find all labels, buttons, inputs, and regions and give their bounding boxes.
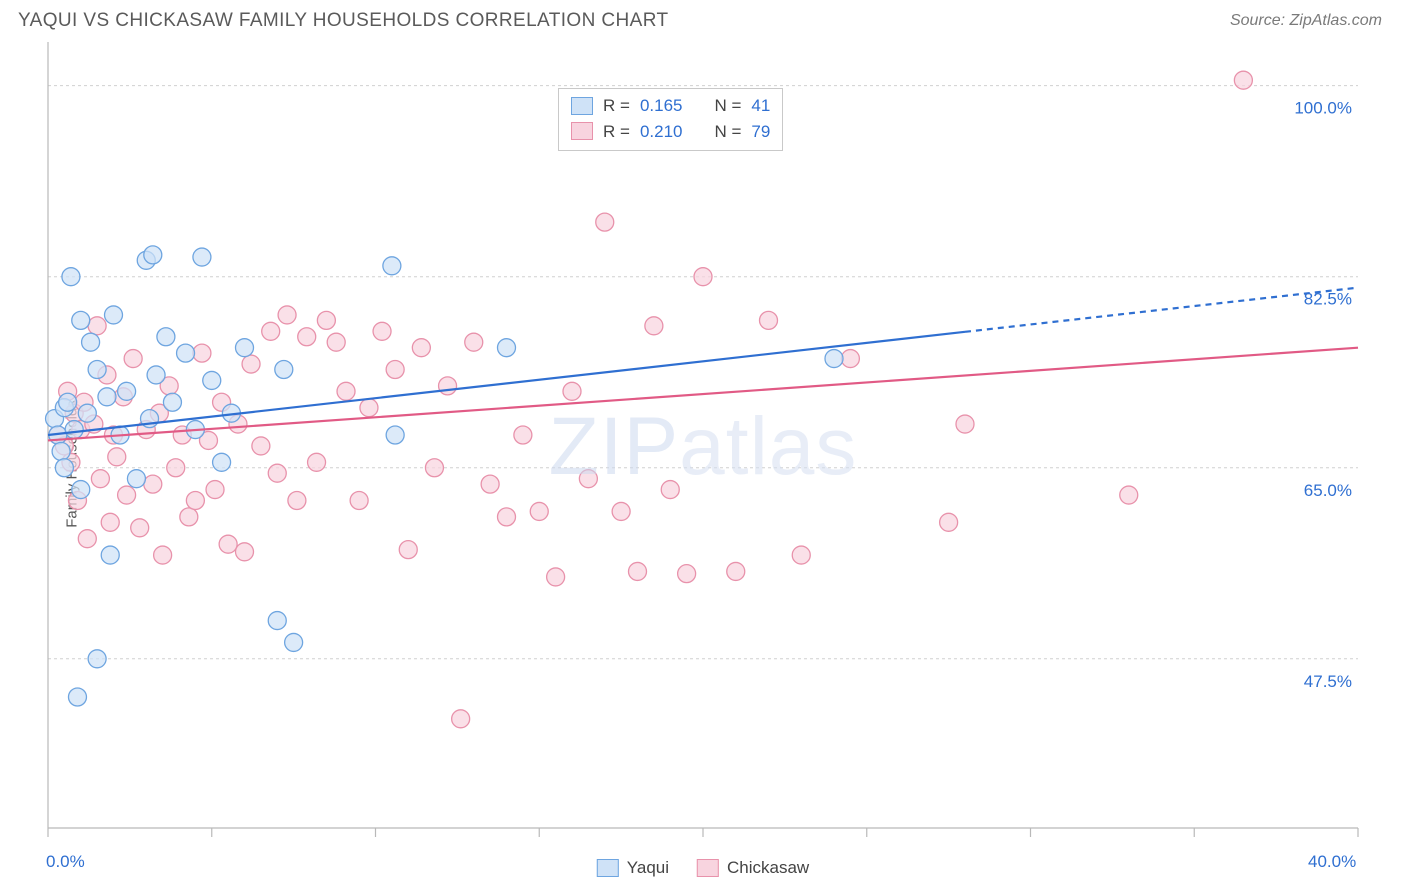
chart-title: YAQUI VS CHICKASAW FAMILY HOUSEHOLDS COR… — [18, 10, 668, 32]
stats-r-value: 0.210 — [640, 119, 683, 145]
svg-text:82.5%: 82.5% — [1304, 290, 1352, 309]
chart-area: Family Households 47.5%65.0%82.5%100.0% … — [0, 38, 1406, 890]
stats-n-value: 79 — [751, 119, 770, 145]
stats-n-label: N = — [714, 93, 741, 119]
legend-label: Yaqui — [627, 858, 669, 878]
legend-swatch — [597, 859, 619, 877]
stats-n-label: N = — [714, 119, 741, 145]
series-legend: Yaqui Chickasaw — [597, 858, 809, 878]
legend-swatch — [571, 97, 593, 115]
svg-text:100.0%: 100.0% — [1294, 99, 1352, 118]
chart-header: YAQUI VS CHICKASAW FAMILY HOUSEHOLDS COR… — [0, 0, 1406, 38]
svg-text:65.0%: 65.0% — [1304, 481, 1352, 500]
svg-text:47.5%: 47.5% — [1304, 672, 1352, 691]
legend-item: Chickasaw — [697, 858, 809, 878]
stats-r-value: 0.165 — [640, 93, 683, 119]
x-axis-max-label: 40.0% — [1308, 852, 1356, 872]
legend-label: Chickasaw — [727, 858, 809, 878]
stats-row: R = 0.165 N = 41 — [571, 93, 770, 119]
stats-n-value: 41 — [751, 93, 770, 119]
stats-row: R = 0.210 N = 79 — [571, 119, 770, 145]
stats-r-label: R = — [603, 93, 630, 119]
legend-item: Yaqui — [597, 858, 669, 878]
chart-source: Source: ZipAtlas.com — [1230, 12, 1382, 30]
stats-r-label: R = — [603, 119, 630, 145]
legend-swatch — [571, 122, 593, 140]
correlation-stats-box: R = 0.165 N = 41 R = 0.210 N = 79 — [558, 88, 783, 151]
scatter-plot: 47.5% 65.0% 82.5% 100.0% — [0, 38, 1406, 890]
legend-swatch — [697, 859, 719, 877]
x-axis-min-label: 0.0% — [46, 852, 85, 872]
